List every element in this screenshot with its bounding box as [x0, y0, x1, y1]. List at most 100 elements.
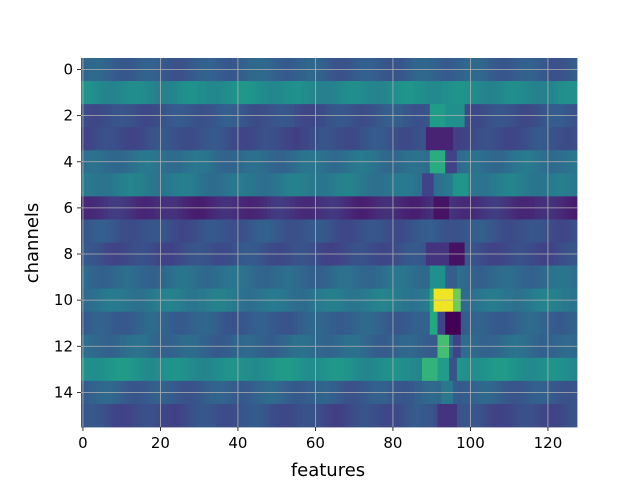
- heatmap-cell: [193, 173, 198, 197]
- heatmap-cell: [139, 81, 144, 105]
- heatmap-cell: [263, 219, 268, 243]
- heatmap-cell: [181, 403, 187, 428]
- heatmap-cell: [174, 173, 179, 197]
- heatmap-cell: [298, 357, 303, 382]
- heatmap-cell: [387, 81, 392, 105]
- heatmap-cell: [317, 173, 322, 197]
- heatmap-cell: [356, 403, 361, 428]
- heatmap-cell: [197, 127, 202, 151]
- heatmap-cell: [84, 311, 90, 336]
- heatmap-cell: [480, 265, 485, 290]
- heatmap-cell: [177, 173, 183, 197]
- heatmap-cell: [174, 265, 179, 290]
- heatmap-cell: [437, 357, 450, 382]
- heatmap-cell: [515, 219, 520, 243]
- heatmap-cell: [166, 311, 171, 336]
- heatmap-cell: [193, 403, 198, 428]
- heatmap-cell: [224, 357, 229, 382]
- heatmap-cell: [503, 265, 508, 290]
- heatmap-cell: [534, 81, 539, 105]
- heatmap-cell: [251, 311, 256, 336]
- heatmap-cell: [499, 311, 504, 336]
- heatmap-cell: [379, 403, 384, 428]
- heatmap-cell: [329, 127, 334, 151]
- heatmap-cell: [402, 311, 407, 336]
- heatmap-cell: [371, 127, 376, 151]
- heatmap-cell: [329, 219, 334, 243]
- heatmap-cell: [150, 127, 156, 151]
- heatmap-cell: [150, 173, 156, 197]
- heatmap-cell: [127, 265, 132, 290]
- heatmap-cell: [294, 173, 299, 197]
- heatmap-cell: [193, 265, 198, 290]
- heatmap-cell: [534, 127, 539, 151]
- heatmap-cell: [464, 219, 469, 243]
- heatmap-cell: [309, 127, 314, 151]
- heatmap-cell: [232, 311, 237, 336]
- heatmap-cell: [135, 127, 140, 151]
- y-tick-label: 0: [63, 61, 73, 79]
- heatmap-cell: [146, 127, 152, 151]
- heatmap-cell: [499, 173, 504, 197]
- heatmap-cell: [394, 311, 400, 336]
- heatmap-cell: [108, 265, 113, 290]
- heatmap-cell: [569, 173, 574, 197]
- heatmap-cell: [515, 173, 520, 197]
- heatmap-cell: [232, 403, 237, 428]
- heatmap-cell: [418, 219, 423, 243]
- y-tick-label: 14: [54, 383, 73, 401]
- heatmap-cell: [352, 357, 357, 382]
- heatmap-cell: [499, 265, 504, 290]
- heatmap-cell: [104, 311, 109, 336]
- heatmap-cell: [143, 357, 148, 382]
- heatmap-cell: [332, 173, 338, 197]
- heatmap-cell: [267, 403, 272, 428]
- heatmap-cell: [267, 173, 272, 197]
- heatmap-cell: [491, 311, 497, 336]
- heatmap-cell: [123, 357, 128, 382]
- heatmap-cell: [239, 219, 245, 243]
- heatmap-cell: [561, 81, 566, 105]
- heatmap-cell: [139, 127, 144, 151]
- heatmap-cell: [480, 357, 485, 382]
- heatmap-cell: [511, 357, 516, 382]
- heatmap-cell: [410, 265, 415, 290]
- heatmap-cell: [476, 173, 481, 197]
- heatmap-cell: [561, 311, 566, 336]
- heatmap-cell: [224, 173, 229, 197]
- heatmap-cell: [352, 173, 357, 197]
- heatmap-cell: [197, 311, 202, 336]
- heatmap-cell: [565, 173, 570, 197]
- heatmap-cell: [247, 173, 252, 197]
- heatmap-cell: [112, 173, 117, 197]
- heatmap-cell: [104, 127, 109, 151]
- heatmap-cell: [367, 219, 373, 243]
- heatmap-cell: [476, 219, 485, 243]
- heatmap-cell: [127, 127, 132, 151]
- y-tick-label: 6: [63, 199, 73, 217]
- heatmap-cell: [503, 219, 508, 243]
- heatmap-cell: [170, 357, 179, 382]
- heatmap-cell: [301, 265, 307, 290]
- heatmap-cell: [534, 219, 539, 243]
- heatmap-cell: [115, 265, 121, 290]
- heatmap-cell: [158, 127, 167, 151]
- heatmap-cell: [565, 403, 570, 428]
- heatmap-cell: [383, 81, 388, 105]
- heatmap-cell: [410, 357, 415, 382]
- heatmap-cell: [239, 81, 249, 105]
- heatmap-cell: [340, 357, 345, 382]
- heatmap-cell: [321, 127, 326, 151]
- heatmap-cell: [232, 173, 237, 197]
- heatmap-cell: [139, 173, 144, 197]
- heatmap-cell: [507, 127, 516, 151]
- heatmap-cell: [92, 311, 97, 336]
- heatmap-cell: [507, 173, 516, 197]
- heatmap-cell: [553, 311, 562, 336]
- heatmap-cell: [360, 265, 365, 290]
- heatmap-cell: [538, 127, 543, 151]
- heatmap-cell: [332, 403, 342, 428]
- heatmap-cell: [305, 265, 311, 290]
- heatmap-cell: [410, 173, 415, 197]
- heatmap-cell: [127, 173, 136, 197]
